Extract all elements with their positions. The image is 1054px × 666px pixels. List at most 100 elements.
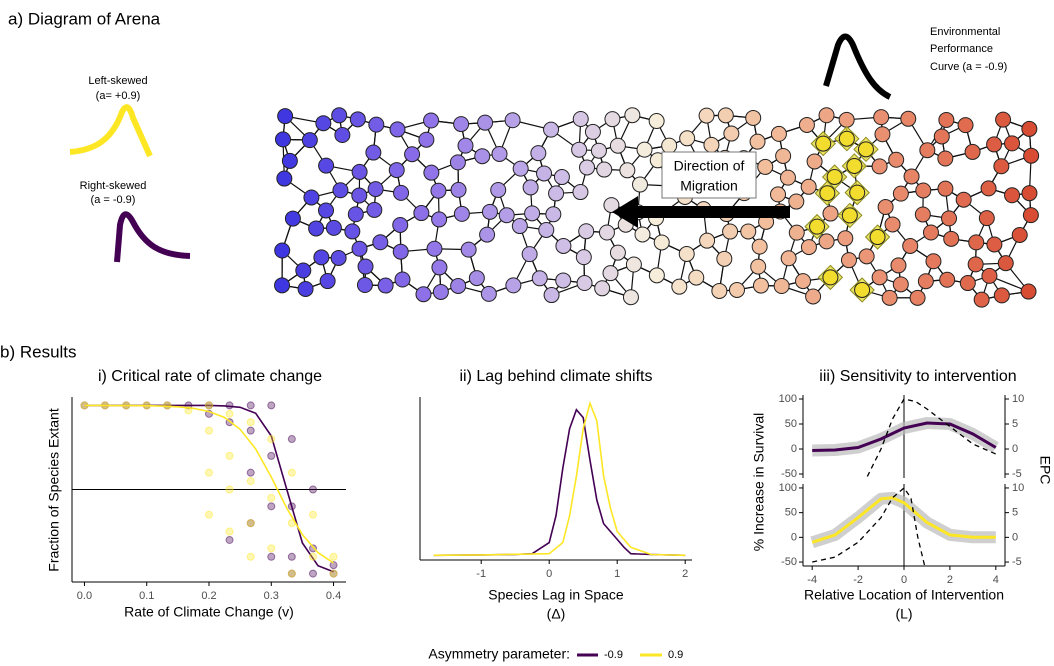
node <box>672 279 687 294</box>
curve-icon <box>826 37 890 98</box>
node <box>319 158 334 173</box>
point <box>268 494 275 501</box>
node <box>544 122 559 137</box>
panel-title: ii) Lag behind climate shifts <box>460 368 653 385</box>
node <box>544 288 559 303</box>
node <box>799 117 814 132</box>
node <box>357 278 372 293</box>
node <box>512 219 527 234</box>
node <box>654 235 669 250</box>
node <box>903 238 918 253</box>
node <box>319 203 334 218</box>
node <box>525 206 540 221</box>
node <box>842 208 857 223</box>
x-tick-label: 4 <box>993 574 999 586</box>
node <box>461 242 476 257</box>
node <box>751 259 766 274</box>
node <box>910 290 925 305</box>
point <box>330 570 337 577</box>
node <box>549 186 564 201</box>
point <box>309 511 316 518</box>
node <box>389 163 404 178</box>
curve-label: (a= +0.9) <box>96 90 141 102</box>
y-tick-label: 0 <box>791 443 797 455</box>
node <box>855 282 870 297</box>
node <box>414 206 429 221</box>
curve-label: Curve (a = -0.9) <box>930 61 1007 73</box>
direction-label: Direction of <box>674 158 745 174</box>
y-tick-label: 100 <box>779 393 797 405</box>
point <box>164 402 171 409</box>
y-tick-label: 50 <box>785 507 797 519</box>
y2-tick-label: 10 <box>1012 482 1024 494</box>
node <box>819 108 834 123</box>
node <box>753 278 768 293</box>
x-axis-label: (Δ) <box>547 606 566 622</box>
node <box>352 188 367 203</box>
point <box>309 553 316 560</box>
node <box>424 113 439 128</box>
node <box>801 179 816 194</box>
node <box>431 183 446 198</box>
x-tick-label: 0.1 <box>139 590 154 602</box>
node <box>807 154 822 169</box>
node <box>481 286 496 301</box>
curve-label: Left-skewed <box>88 75 147 87</box>
point <box>247 402 254 409</box>
x-tick-label: 2 <box>947 574 953 586</box>
node <box>819 234 834 249</box>
node <box>369 117 384 132</box>
node <box>579 224 594 239</box>
node <box>513 161 528 176</box>
node <box>532 271 547 286</box>
node <box>506 278 521 293</box>
node <box>626 257 641 272</box>
node <box>820 186 835 201</box>
node <box>878 200 893 215</box>
node <box>998 256 1013 271</box>
node <box>432 260 447 275</box>
node <box>576 250 591 265</box>
node <box>1023 208 1038 223</box>
node <box>874 110 889 125</box>
node <box>801 240 816 255</box>
curve-icon <box>70 107 150 156</box>
node <box>958 118 973 133</box>
x-tick-label: -2 <box>853 574 863 586</box>
node <box>352 241 367 256</box>
node <box>573 185 588 200</box>
node <box>662 138 677 153</box>
node <box>326 220 341 235</box>
y2-tick-label: 10 <box>1012 393 1024 405</box>
node <box>556 273 571 288</box>
node <box>934 129 949 144</box>
y2-tick-label: 5 <box>1012 507 1018 519</box>
node <box>885 217 900 232</box>
node <box>918 274 933 289</box>
node <box>451 182 466 197</box>
node <box>316 116 331 131</box>
node <box>750 134 765 149</box>
node <box>752 239 767 254</box>
node <box>331 250 346 265</box>
node <box>712 283 727 298</box>
node <box>893 277 908 292</box>
node <box>432 212 447 227</box>
node <box>367 202 382 217</box>
node <box>915 207 930 222</box>
node <box>603 266 618 281</box>
y2-tick-label: -5 <box>1012 556 1022 568</box>
node <box>680 131 695 146</box>
node <box>858 142 873 157</box>
node <box>810 219 825 234</box>
y2-tick-label: 0 <box>1012 531 1018 543</box>
node <box>724 126 739 141</box>
node <box>333 183 348 198</box>
node <box>522 247 537 262</box>
node <box>839 131 854 146</box>
node <box>987 137 1002 152</box>
node <box>531 146 546 161</box>
point <box>330 553 337 560</box>
node <box>823 270 838 285</box>
node <box>352 164 367 179</box>
